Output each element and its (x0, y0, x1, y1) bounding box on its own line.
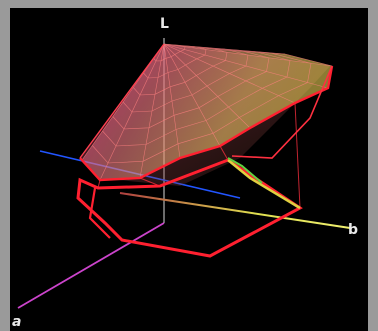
mesh-contour-line (122, 46, 249, 113)
gamut-surface (82, 44, 332, 180)
L-axis-label: L (160, 16, 169, 32)
mesh-contour-line (92, 49, 312, 164)
a-neg-axis (17, 222, 165, 309)
mesh-contour-line (133, 46, 228, 96)
gamut-chart: L b a (12, 16, 358, 330)
gamut-edge-right (231, 65, 333, 159)
a-neg-axis-label: a (12, 314, 21, 330)
mesh-contour-line (112, 47, 270, 130)
gamut-yellow-edge (227, 159, 301, 210)
gamut-base-inner (88, 187, 111, 239)
gamut-edge (79, 65, 334, 182)
mesh-contour-line (153, 44, 186, 62)
b-axis-label: b (348, 222, 358, 238)
mesh-contour-line (102, 48, 291, 147)
mesh-drop-line (294, 102, 301, 209)
b-axis (119, 192, 351, 229)
mesh-drop-line (219, 145, 229, 161)
gamut-green-edge (227, 157, 263, 184)
mesh-contour-line (143, 45, 207, 79)
plot-area: L b a (10, 8, 368, 331)
gamut-edge-left (79, 43, 165, 159)
